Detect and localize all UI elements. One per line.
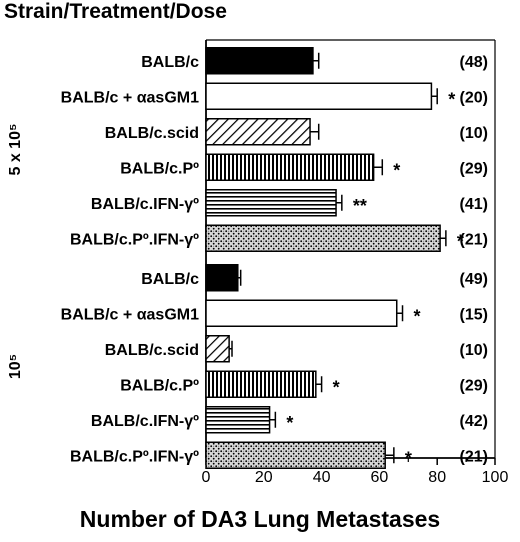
bar bbox=[205, 47, 314, 75]
category-label: BALB/c bbox=[141, 54, 199, 71]
sample-size-label: (29) bbox=[460, 377, 488, 394]
category-label: BALB/c.IFN-γº bbox=[91, 413, 199, 430]
bar bbox=[205, 264, 239, 292]
bar bbox=[205, 224, 441, 252]
x-tick-label: 100 bbox=[482, 469, 509, 486]
category-label: BALB/c.Pº bbox=[120, 160, 199, 177]
bar bbox=[205, 335, 230, 363]
dose-group-label: 5 x 10⁵ bbox=[7, 124, 24, 176]
category-label: BALB/c.Pº bbox=[120, 377, 199, 394]
bar bbox=[205, 189, 337, 217]
category-label: BALB/c.Pº.IFN-γº bbox=[70, 448, 199, 465]
bar bbox=[205, 299, 398, 327]
significance-marker: * bbox=[457, 231, 464, 251]
x-tick-label: 80 bbox=[428, 469, 446, 486]
bar bbox=[205, 406, 271, 434]
sample-size-label: (21) bbox=[460, 231, 488, 248]
category-label: BALB/c + αasGM1 bbox=[61, 306, 199, 323]
x-axis-label: Number of DA3 Lung Metastases bbox=[79, 506, 441, 532]
significance-marker: * bbox=[333, 377, 340, 397]
significance-marker: ** bbox=[353, 196, 367, 216]
bar bbox=[205, 370, 317, 398]
bar bbox=[205, 82, 433, 110]
significance-marker: * bbox=[393, 160, 400, 180]
significance-marker: * bbox=[405, 448, 412, 468]
significance-marker: * bbox=[286, 413, 293, 433]
sample-size-label: (41) bbox=[460, 196, 488, 213]
category-label: BALB/c + αasGM1 bbox=[61, 89, 199, 106]
category-label: BALB/c.scid bbox=[105, 125, 199, 142]
x-tick-label: 20 bbox=[255, 469, 273, 486]
sample-size-label: (49) bbox=[460, 271, 488, 288]
category-label: BALB/c bbox=[141, 271, 199, 288]
sample-size-label: (21) bbox=[460, 448, 488, 465]
bar bbox=[205, 441, 386, 469]
chart-header-title: Strain/Treatment/Dose bbox=[4, 0, 227, 23]
bar bbox=[205, 118, 311, 146]
dose-group-label: 10⁵ bbox=[7, 354, 24, 379]
category-label: BALB/c.Pº.IFN-γº bbox=[70, 231, 199, 248]
significance-marker: * bbox=[448, 89, 455, 109]
sample-size-label: (29) bbox=[460, 160, 488, 177]
sample-size-label: (20) bbox=[460, 89, 488, 106]
x-tick-label: 40 bbox=[313, 469, 331, 486]
sample-size-label: (10) bbox=[460, 125, 488, 142]
bar bbox=[205, 153, 375, 181]
sample-size-label: (48) bbox=[460, 54, 488, 71]
category-label: BALB/c.scid bbox=[105, 342, 199, 359]
sample-size-label: (10) bbox=[460, 342, 488, 359]
sample-size-label: (15) bbox=[460, 306, 488, 323]
significance-marker: * bbox=[414, 306, 421, 326]
x-tick-label: 0 bbox=[202, 469, 211, 486]
category-label: BALB/c.IFN-γº bbox=[91, 196, 199, 213]
sample-size-label: (42) bbox=[460, 413, 488, 430]
x-tick-label: 60 bbox=[371, 469, 389, 486]
